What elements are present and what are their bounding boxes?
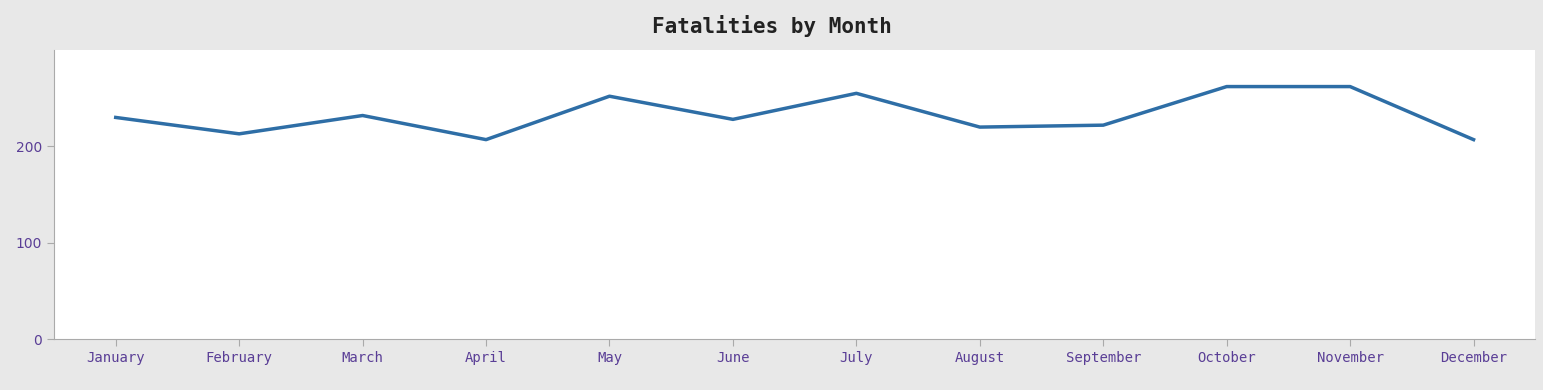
Text: Fatalities by Month: Fatalities by Month [651, 15, 892, 37]
